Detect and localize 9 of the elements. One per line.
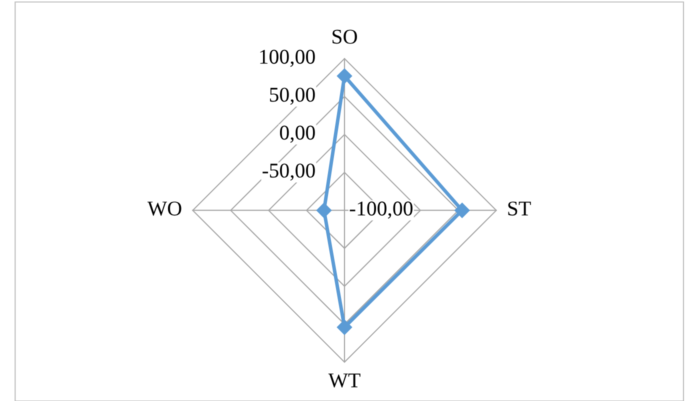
y-tick-label: -100,00 [350, 202, 412, 219]
spoke-label: WT [328, 374, 360, 388]
spoke-label: ST [508, 202, 531, 216]
spoke-label: SO [332, 30, 357, 44]
y-tick-label: 0,00 [280, 126, 315, 143]
spoke-label: WO [147, 202, 182, 216]
y-tick-label: 50,00 [270, 88, 315, 105]
y-tick-label: -50,00 [262, 164, 315, 181]
y-tick-label: 100,00 [260, 50, 315, 67]
